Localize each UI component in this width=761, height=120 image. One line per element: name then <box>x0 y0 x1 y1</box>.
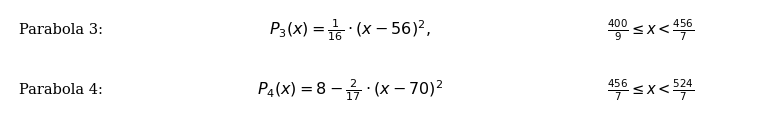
Text: $\frac{400}{9} \leq x < \frac{456}{7}$: $\frac{400}{9} \leq x < \frac{456}{7}$ <box>607 17 694 43</box>
Text: Parabola 4:: Parabola 4: <box>19 83 103 97</box>
Text: Parabola 3:: Parabola 3: <box>19 23 103 37</box>
Text: $P_4(x) = 8 - \frac{2}{17} \cdot (x - 70)^2$: $P_4(x) = 8 - \frac{2}{17} \cdot (x - 70… <box>257 77 443 103</box>
Text: $\frac{456}{7} \leq x < \frac{524}{7}$: $\frac{456}{7} \leq x < \frac{524}{7}$ <box>607 77 694 103</box>
Text: $P_3(x) = \frac{1}{16} \cdot (x - 56)^2,$: $P_3(x) = \frac{1}{16} \cdot (x - 56)^2,… <box>269 17 431 43</box>
